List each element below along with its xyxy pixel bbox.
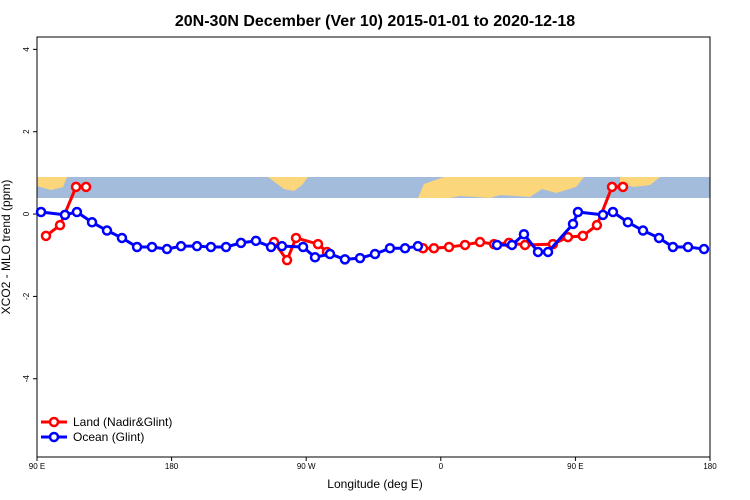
point — [297, 241, 309, 253]
point — [506, 239, 518, 251]
point — [101, 225, 113, 236]
point — [59, 209, 71, 221]
point — [354, 252, 366, 264]
point — [70, 181, 82, 193]
plot-frame — [36, 36, 711, 458]
y-tick-label: 2 — [22, 129, 31, 134]
point — [220, 241, 232, 253]
point — [698, 243, 710, 255]
point — [474, 236, 486, 248]
point — [606, 181, 618, 193]
point — [369, 248, 381, 260]
point — [653, 232, 665, 244]
point — [86, 217, 98, 228]
x-tick-label: 90 W — [297, 462, 316, 471]
point — [309, 252, 321, 263]
point — [116, 232, 128, 244]
legend-label: Land (Nadir&Glint) — [73, 415, 172, 429]
land-shape — [268, 177, 308, 191]
point — [577, 230, 589, 242]
point — [667, 241, 679, 253]
point — [617, 181, 629, 193]
x-tick-label: 90 E — [567, 462, 583, 471]
legend-label: Ocean (Glint) — [73, 430, 144, 444]
x-tick-label: 180 — [165, 462, 179, 471]
x-tick-label: 180 — [703, 462, 717, 471]
chart-title: 20N-30N December (Ver 10) 2015-01-01 to … — [175, 13, 575, 30]
point — [542, 246, 554, 258]
point — [682, 241, 694, 253]
point — [250, 235, 262, 247]
point — [324, 248, 336, 260]
point — [161, 243, 173, 255]
y-tick-label: -2 — [22, 292, 31, 300]
point — [131, 241, 143, 253]
point — [459, 239, 471, 251]
point — [339, 254, 351, 265]
point — [54, 219, 66, 231]
point — [384, 242, 396, 254]
legend-swatch — [48, 431, 60, 443]
point — [597, 209, 609, 221]
point — [519, 239, 531, 251]
point — [146, 241, 158, 253]
point — [35, 206, 47, 218]
point — [443, 241, 455, 253]
y-tick-label: 4 — [22, 47, 31, 52]
land-shape — [37, 177, 67, 190]
point — [80, 181, 92, 193]
point — [205, 241, 217, 253]
point — [399, 242, 411, 254]
point — [290, 232, 302, 244]
legend-swatch — [48, 416, 60, 428]
x-tick-label: 0 — [439, 462, 444, 471]
point — [637, 225, 649, 236]
land-shape — [620, 177, 660, 187]
x-axis-label: Longitude (deg E) — [327, 477, 422, 491]
point — [491, 239, 503, 251]
point — [607, 206, 619, 218]
point — [562, 231, 574, 243]
y-axis-label: XCO2 - MLO trend (ppm) — [0, 180, 13, 315]
point — [175, 240, 187, 252]
point — [40, 230, 52, 242]
point — [191, 240, 203, 252]
point — [71, 206, 83, 218]
point — [567, 218, 579, 230]
point — [572, 206, 584, 218]
y-tick-label: 0 — [22, 211, 31, 216]
point — [428, 242, 440, 254]
point — [622, 217, 634, 228]
point — [312, 238, 324, 250]
point — [412, 240, 424, 252]
point — [591, 219, 603, 231]
point — [518, 228, 530, 240]
y-tick-label: -4 — [22, 375, 31, 383]
point — [265, 241, 277, 253]
point — [276, 240, 288, 252]
land-shape — [418, 177, 584, 198]
point — [235, 237, 247, 249]
x-tick-label: 90 E — [29, 462, 45, 471]
point — [532, 246, 544, 258]
map-band — [37, 177, 710, 198]
point — [281, 254, 293, 266]
